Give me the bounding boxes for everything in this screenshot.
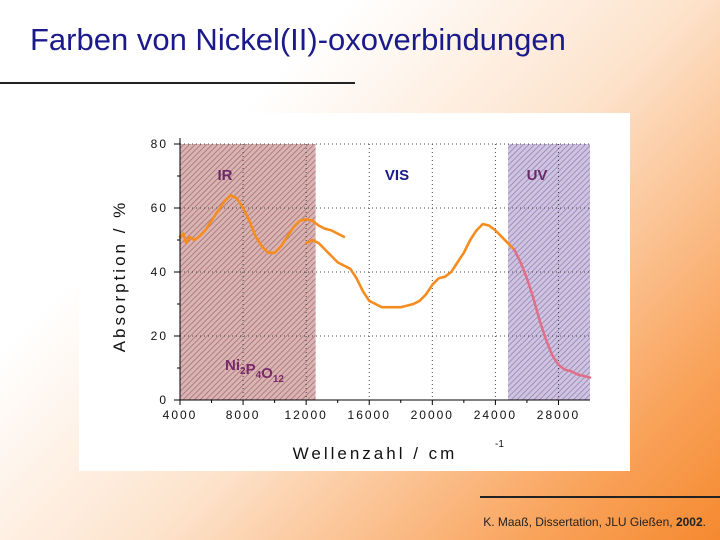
citation-period: . xyxy=(702,515,706,529)
series-line-uv xyxy=(512,248,592,379)
absorption-chart: 0 20 40 60 80 4000 8000 12000 16000 20000 24000 280… xyxy=(110,137,592,463)
slide-title: Farben von Nickel(II)-oxoverbindungen xyxy=(30,22,566,57)
series-line-ir xyxy=(178,193,346,255)
x-tick-label: 12000 xyxy=(284,408,327,422)
x-axis-label: Wellenzahl / cm xyxy=(293,444,458,463)
x-axis-label-exponent: -1 xyxy=(495,439,504,450)
x-tick-label: 20000 xyxy=(411,408,454,422)
compound-label: Ni2P4O12 xyxy=(225,357,284,385)
region-label-ir: IR xyxy=(218,167,233,184)
y-axis-label: Absorption / % xyxy=(110,200,129,353)
x-tick-label: 28000 xyxy=(537,408,580,422)
region-label-uv: UV xyxy=(527,167,548,184)
x-tick-label: 24000 xyxy=(474,408,517,422)
region-band-ir xyxy=(180,144,316,400)
x-tick-label: 8000 xyxy=(226,408,261,422)
y-tick-label: 0 xyxy=(159,393,168,407)
chart-panel: 0 20 40 60 80 4000 8000 12000 16000 20000 24000 280… xyxy=(79,113,630,471)
region-label-vis: VIS xyxy=(385,167,409,184)
citation-year: 2002 xyxy=(675,515,703,529)
title-underline xyxy=(0,82,355,84)
y-tick-label: 60 xyxy=(151,201,168,215)
y-tick-label: 20 xyxy=(151,329,168,343)
x-tick-label: 16000 xyxy=(348,408,391,422)
series-line-vis xyxy=(304,222,516,309)
citation: K. Maaß, Dissertation, JLU Gießen, 2002. xyxy=(483,515,706,529)
y-tick-label: 80 xyxy=(151,137,168,151)
footer-rule xyxy=(480,496,720,498)
citation-text: K. Maaß, Dissertation, JLU Gießen, xyxy=(483,515,676,529)
x-tick-label: 4000 xyxy=(163,408,198,422)
y-tick-label: 40 xyxy=(151,265,168,279)
